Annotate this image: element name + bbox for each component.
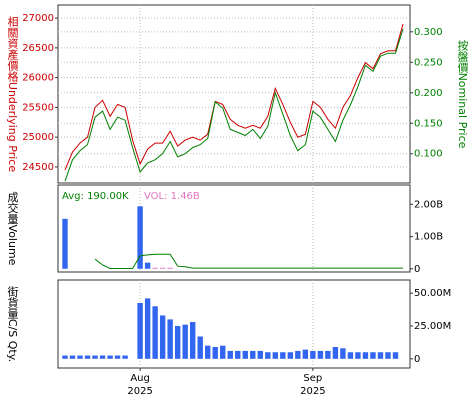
bar bbox=[370, 352, 376, 359]
bar bbox=[62, 355, 68, 359]
bar bbox=[62, 218, 68, 269]
y-tick-label: 50.00M bbox=[414, 288, 451, 299]
bar bbox=[77, 355, 83, 359]
bar bbox=[144, 262, 151, 269]
bar bbox=[280, 352, 286, 359]
bar bbox=[114, 355, 121, 359]
bar bbox=[137, 302, 143, 359]
y-tick-label: 24500 bbox=[22, 162, 54, 173]
bar bbox=[355, 352, 361, 359]
bar bbox=[272, 352, 279, 359]
bar bbox=[137, 206, 143, 269]
bar bbox=[167, 319, 173, 359]
bar bbox=[144, 298, 151, 359]
y-tick-label: 26000 bbox=[22, 73, 54, 84]
y-tick-label: 0.300 bbox=[414, 27, 443, 38]
y-tick-label: 1.00B bbox=[414, 232, 443, 243]
bar bbox=[302, 349, 309, 359]
x-tick-year: 2025 bbox=[300, 386, 325, 397]
bar bbox=[242, 350, 248, 359]
y-tick-label: 25500 bbox=[22, 102, 54, 113]
y-axis-title: 成交量Volume bbox=[6, 191, 19, 265]
bar bbox=[340, 348, 346, 359]
panel-frame bbox=[57, 279, 411, 369]
bar bbox=[250, 350, 256, 359]
bar bbox=[159, 267, 166, 269]
legend-text: VOL: 1.46B bbox=[144, 191, 200, 202]
bar bbox=[122, 355, 128, 359]
bar bbox=[99, 355, 106, 359]
bar bbox=[310, 350, 316, 359]
bar bbox=[385, 352, 391, 359]
line-series bbox=[64, 23, 404, 171]
bar bbox=[227, 350, 233, 359]
y-tick-label: 27000 bbox=[22, 13, 54, 24]
y-tick-label: 0.100 bbox=[414, 149, 443, 160]
bar bbox=[317, 350, 324, 359]
bar bbox=[205, 345, 211, 359]
y-tick-label: 0.250 bbox=[414, 57, 443, 68]
bar bbox=[295, 350, 301, 359]
bar bbox=[69, 355, 76, 359]
bar bbox=[287, 352, 294, 359]
x-tick-label: Sep bbox=[303, 373, 322, 384]
y-tick-label: 26500 bbox=[22, 43, 54, 54]
y-tick-label: 25.00M bbox=[414, 321, 451, 332]
bar bbox=[265, 352, 271, 359]
y-axis-title: 相關資產價格Underlying Price bbox=[6, 16, 19, 173]
bar bbox=[257, 350, 263, 359]
y-tick-label: 0.150 bbox=[414, 118, 443, 129]
bar bbox=[235, 350, 241, 359]
bar bbox=[92, 355, 98, 359]
panel-frame bbox=[57, 184, 411, 273]
y-tick-label: 0.200 bbox=[414, 88, 443, 99]
bar bbox=[332, 346, 339, 359]
bar bbox=[152, 267, 158, 269]
y-tick-label: 0 bbox=[414, 354, 420, 365]
bar bbox=[197, 336, 203, 359]
bar bbox=[212, 346, 218, 359]
bar bbox=[377, 352, 384, 359]
bar bbox=[347, 352, 354, 359]
bar bbox=[325, 350, 331, 359]
x-tick-year: 2025 bbox=[127, 386, 152, 397]
bar bbox=[84, 355, 91, 359]
bar bbox=[152, 306, 158, 359]
y-tick-label: 2.00B bbox=[414, 199, 443, 210]
y-tick-label: 25000 bbox=[22, 132, 54, 143]
bar bbox=[159, 315, 166, 359]
bar bbox=[167, 267, 173, 269]
bar bbox=[174, 325, 181, 359]
bar bbox=[362, 352, 369, 359]
y-axis-title: 街貨量C/S Qty. bbox=[6, 285, 19, 363]
bar bbox=[392, 352, 399, 359]
x-tick-label: Aug bbox=[130, 373, 150, 384]
y2-axis-title: 按盤價Nominal Price bbox=[456, 38, 469, 148]
bar bbox=[220, 345, 226, 359]
legend-text: Avg: 190.00K bbox=[62, 191, 129, 202]
panel-frame bbox=[57, 4, 411, 184]
bar bbox=[189, 322, 196, 359]
line-series bbox=[94, 253, 403, 269]
bar bbox=[182, 324, 188, 359]
line-series bbox=[64, 28, 404, 182]
y-tick-label: 0 bbox=[414, 264, 420, 275]
bar bbox=[107, 355, 113, 359]
